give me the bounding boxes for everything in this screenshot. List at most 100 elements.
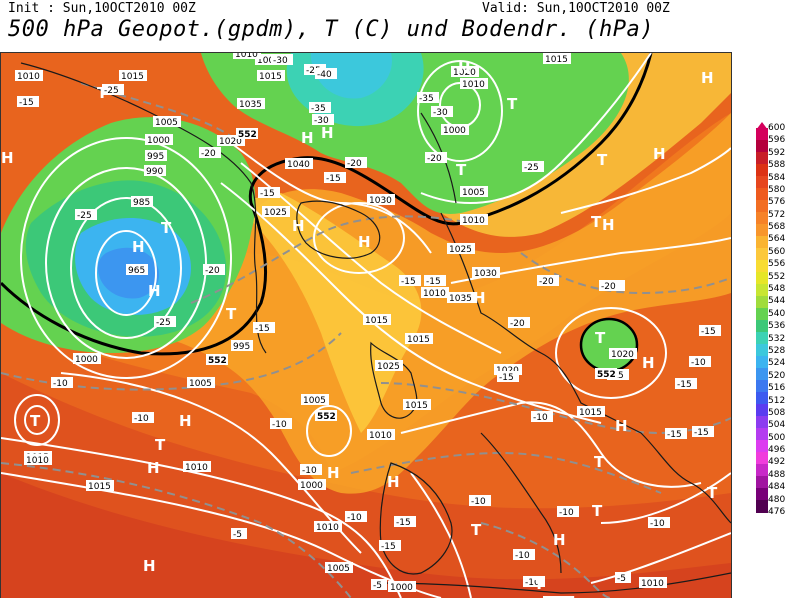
isobar [220,182,602,424]
temperature-label: -25 [77,211,92,221]
isobar [230,142,432,254]
temperature-label: -5 [233,530,242,540]
pressure-label: 1000 [300,481,323,491]
temperature-label: -15 [326,174,341,184]
pressure-label-bg [577,406,605,417]
pressure-label: 1035 [239,100,262,110]
temperature-label: -5 [373,581,382,591]
isotherm [1,462,352,598]
colorbar-label: 572 [768,209,786,220]
temperature-label-bg [394,516,416,527]
isobar [420,53,652,204]
high-pressure-symbol: H [1,149,14,167]
colorbar-segment [756,308,768,321]
pressure-label: 1015 [407,335,430,345]
isobar [306,405,352,457]
temperature-label: -15 [426,277,441,287]
coastline-africa [380,572,731,594]
colorbar-segment [756,128,768,141]
temperature-label: -15 [667,430,682,440]
colorbar-segment [756,488,768,501]
pressure-label-bg [15,70,43,81]
high-pressure-symbol: H [327,464,340,482]
colorbar-label: 564 [768,234,786,245]
high-pressure-symbol: H [387,473,400,491]
temperature-label-bg [371,579,387,590]
temperature-label: -25 [524,163,539,173]
pressure-label-bg [145,150,167,161]
high-pressure-symbol: H [292,217,305,235]
temperature-label: -15 [701,327,716,337]
temperature-label-bg [309,102,331,113]
temperature-label: -25 [104,86,119,96]
pressure-label: 1010 [423,289,446,299]
colorbar-label: 588 [768,160,786,171]
colorbar [756,128,768,513]
colorbar-label: 496 [768,445,786,456]
isotherm [350,451,662,494]
pressure-label-bg [421,287,449,298]
pressure-label: 1005 [462,188,485,198]
low-pressure-symbol: T [597,151,608,169]
colorbar-segment [756,392,768,405]
temperature-label-bg [379,540,401,551]
pressure-label: 1010 [316,523,339,533]
colorbar-label: 488 [768,469,786,480]
temperature-label: -20 [539,277,554,287]
colorbar-label: 552 [768,271,786,282]
temperature-label: -20 [205,266,220,276]
isobar [70,197,182,339]
pressure-label: 1020 [611,350,634,360]
low-pressure-symbol: T [707,484,718,502]
temperature-label-bg [692,426,714,437]
pressure-label-bg [217,135,245,146]
temperature-label: -10 [691,358,706,368]
isobar [400,401,702,488]
high-pressure-symbol: H [147,459,160,477]
temperature-label-bg [203,264,225,275]
low-pressure-symbol: T [97,84,108,102]
pressure-label-bg [460,186,488,197]
colorbar-segment [756,404,768,417]
colorbar-segment [756,140,768,153]
colorbar-label: 576 [768,197,786,208]
temperature-label: -30 [314,116,329,126]
colorbar-label: 584 [768,172,786,183]
colorbar-segment [756,440,768,453]
temperature-label-bg [523,576,545,587]
high-pressure-symbol: H [473,289,486,307]
colorbar-label: 560 [768,246,786,257]
colorbar-segment [756,428,768,441]
colorbar-label: 476 [768,507,786,517]
pressure-label: 1015 [579,408,602,418]
temperature-label: -15 [19,98,34,108]
pressure-label: 990 [146,167,163,177]
weather-map: 1010 1015 1005 1000 995 990 985 965 1020 1025 1030… [0,52,732,598]
pressure-label-bg [441,124,469,135]
temperature-label: -5 [617,574,626,584]
temperature-label-bg [154,316,176,327]
isobar [1,437,402,598]
map-canvas: 1010 1015 1005 1000 995 990 985 965 1020 1025 1030… [1,53,731,598]
low-pressure-symbol: T [471,521,482,539]
pressure-label-bg [298,479,326,490]
temperature-label-bg [102,84,124,95]
pressure-label: 1025 [449,245,472,255]
high-pressure-symbol: H [143,557,156,575]
pressure-label-bg [126,264,148,275]
pressure-label-bg [367,429,395,440]
geopotential-label: 552 [597,370,616,380]
pressure-label: 1000 [443,126,466,136]
colorbar-segment [756,368,768,381]
high-pressure-symbol: H [321,124,334,142]
temperature-label: -10 [302,466,317,476]
isobar [560,147,731,214]
high-pressure-symbol: H [358,233,371,251]
temperature-label-bg [557,506,579,517]
pressure-label-bg [447,292,475,303]
pressure-label-bg [494,364,522,375]
chart-title: 500 hPa Geopot.(gpdm), T (C) und Bodendr… [8,17,655,42]
pressure-label: 1010 [185,463,208,473]
pressure-label: 1015 [405,401,428,411]
geopotential-label-bg [315,410,337,421]
